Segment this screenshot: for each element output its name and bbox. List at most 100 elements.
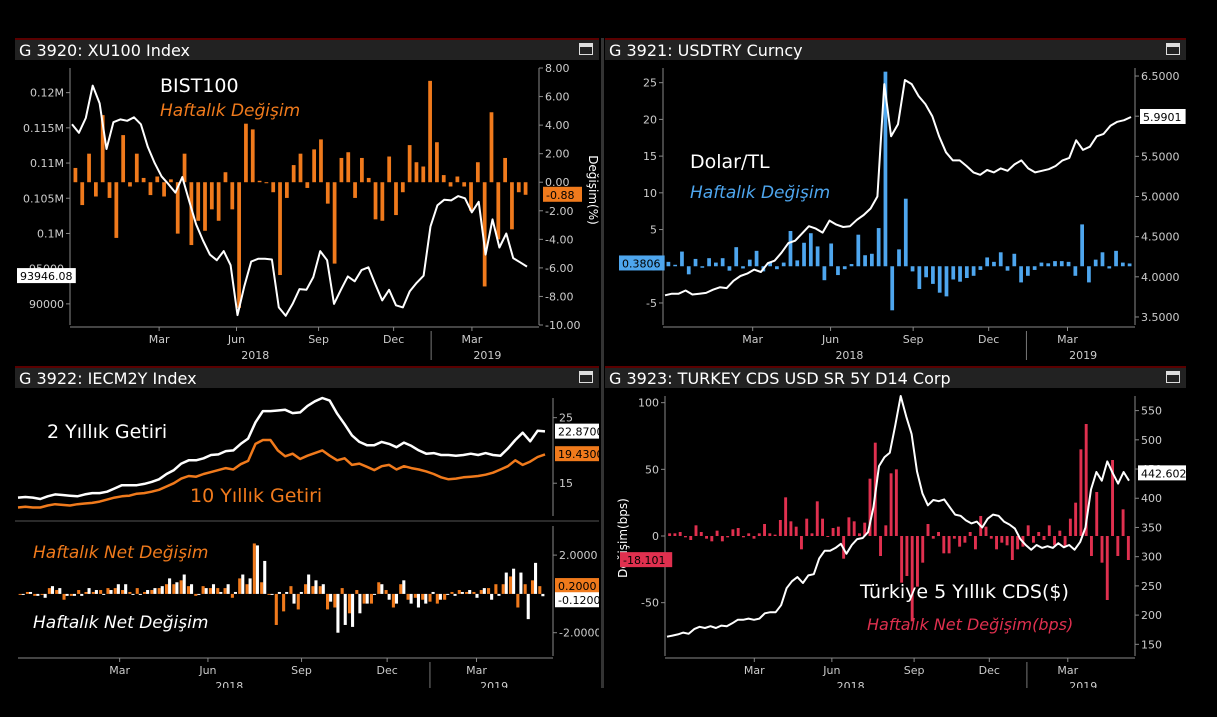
bist-bar	[448, 182, 453, 187]
cds-bar	[742, 536, 745, 538]
usdtry-bar	[754, 250, 759, 267]
net-change-2y-bar	[409, 593, 413, 604]
bist-bar	[182, 153, 187, 183]
net-change-2y-bar	[197, 593, 201, 595]
cds-bar	[1058, 530, 1062, 536]
maximize-icon[interactable]	[579, 43, 593, 55]
last-value-bar-bg	[543, 186, 582, 202]
bist-bar	[73, 167, 78, 183]
usdtry-bar	[822, 266, 827, 281]
bist-bar	[93, 182, 98, 197]
net-change-10y-bar	[91, 591, 95, 594]
net-change-2y-bar	[460, 591, 464, 594]
bist-bar	[312, 149, 317, 183]
cds-bar	[1074, 502, 1078, 536]
maximize-icon[interactable]	[1166, 43, 1180, 55]
usdtry-bar	[1039, 262, 1044, 267]
last-value-2y: 22.8700	[558, 426, 599, 439]
cds-bar	[889, 473, 893, 536]
net-change-2y-bar	[446, 593, 450, 595]
cds-bar	[726, 536, 730, 538]
panel-bist100: G 3920: XU100 Index 0.12M 0.115M 0.11M 0.10…	[15, 38, 599, 360]
net-change-10y-bar	[245, 584, 249, 594]
net-change-10y-bar	[450, 591, 454, 594]
x-tick-label: Dec	[978, 333, 999, 346]
cds-bar	[720, 536, 724, 542]
x-tick-label: Dec	[383, 333, 404, 346]
usdtry-bar	[714, 262, 718, 267]
y-left-label: 50	[645, 463, 659, 476]
net-change-10y-bar	[106, 588, 110, 594]
y-left-label: 0	[652, 530, 659, 543]
maximize-icon[interactable]	[1166, 371, 1180, 383]
x-tick-label: Sep	[903, 333, 924, 346]
annotation-bist100: BIST100	[160, 75, 239, 97]
cds-bar	[668, 533, 672, 536]
net-change-2y-bar	[387, 593, 391, 600]
bist-bar	[223, 172, 228, 183]
net-change-10y-bar	[69, 593, 73, 596]
x-tick-label: Dec	[979, 664, 1000, 677]
net-change-2y-bar	[263, 560, 267, 594]
net-change-10y-bar	[443, 593, 447, 600]
cds-bar	[757, 533, 761, 536]
net-change-2y-bar	[72, 593, 76, 596]
cds-bar	[673, 533, 677, 536]
iecm2y-chart: 25 15 2.0000 -2.0000 2 Yıllık Getiri 10 Yıllı…	[15, 396, 599, 688]
panel-title: G 3922: IECM2Y Index	[19, 369, 197, 388]
cds-bar	[868, 478, 872, 536]
net-change-2y-bar	[131, 593, 135, 595]
usdtry-bar	[768, 261, 772, 267]
net-change-2y-bar	[277, 591, 281, 594]
cds-bar	[1000, 536, 1004, 543]
net-change-2y-bar	[146, 590, 150, 594]
y-right-label: 350	[1141, 521, 1162, 534]
usdtry-bar	[795, 260, 800, 267]
net-change-2y-bar	[402, 580, 406, 594]
y-left-label: 100	[638, 397, 659, 410]
annotation-net-change: Haftalık Net Değişim(bps)	[867, 615, 1073, 634]
net-change-10y-bar	[194, 593, 198, 596]
panel-header: G 3921: USDTRY Curncy	[605, 38, 1186, 60]
bist-bar	[462, 182, 467, 187]
usdtry-bar	[998, 252, 1003, 267]
net-change-10y-bar	[296, 593, 300, 610]
turkey-cds-chart: 100500-50550500450400350300250200150Deği…	[616, 395, 1186, 688]
maximize-icon[interactable]	[579, 371, 593, 383]
y-right-label: 6.5000	[1141, 70, 1180, 83]
last-value-line: 93946.08	[20, 270, 73, 283]
cds-bar	[952, 536, 956, 539]
cds-bar	[910, 536, 914, 622]
net-change-10y-bar	[472, 591, 476, 594]
bist-bar	[475, 162, 480, 183]
cds-bar	[731, 529, 735, 536]
bist-bar	[230, 182, 235, 210]
cds-bar	[852, 521, 856, 536]
cds-bar	[995, 536, 998, 550]
panel-title: G 3921: USDTRY Curncy	[609, 41, 803, 60]
net-change-2y-bar	[365, 593, 369, 604]
net-change-10y-bar	[113, 588, 117, 594]
usdtry-bar	[1120, 262, 1125, 267]
net-change-2y-bar	[219, 591, 223, 594]
last-value-line: 442.602	[1141, 467, 1186, 480]
usdtry-bar	[1032, 266, 1037, 270]
y-right-label: -4.00	[545, 233, 573, 246]
bist-bar	[421, 166, 426, 183]
yield-2y-line	[17, 396, 546, 501]
usdtry-bar	[1066, 261, 1071, 267]
usdtry-bar	[985, 257, 990, 267]
usdtry-bar	[964, 266, 969, 279]
cds-bar	[694, 525, 698, 536]
cds-bar	[1126, 536, 1130, 560]
net-change-10y-bar	[304, 584, 308, 594]
x-year-label: 2018	[215, 680, 243, 688]
bist-line	[71, 84, 528, 317]
net-change-10y-bar	[391, 593, 395, 608]
cds-bar	[1105, 536, 1109, 600]
net-change-10y-bar	[216, 588, 220, 594]
net-change-10y-bar	[77, 590, 81, 594]
y-left-label: 15	[643, 150, 657, 163]
cds-bar	[778, 520, 782, 536]
net-change-2y-bar	[211, 584, 216, 594]
